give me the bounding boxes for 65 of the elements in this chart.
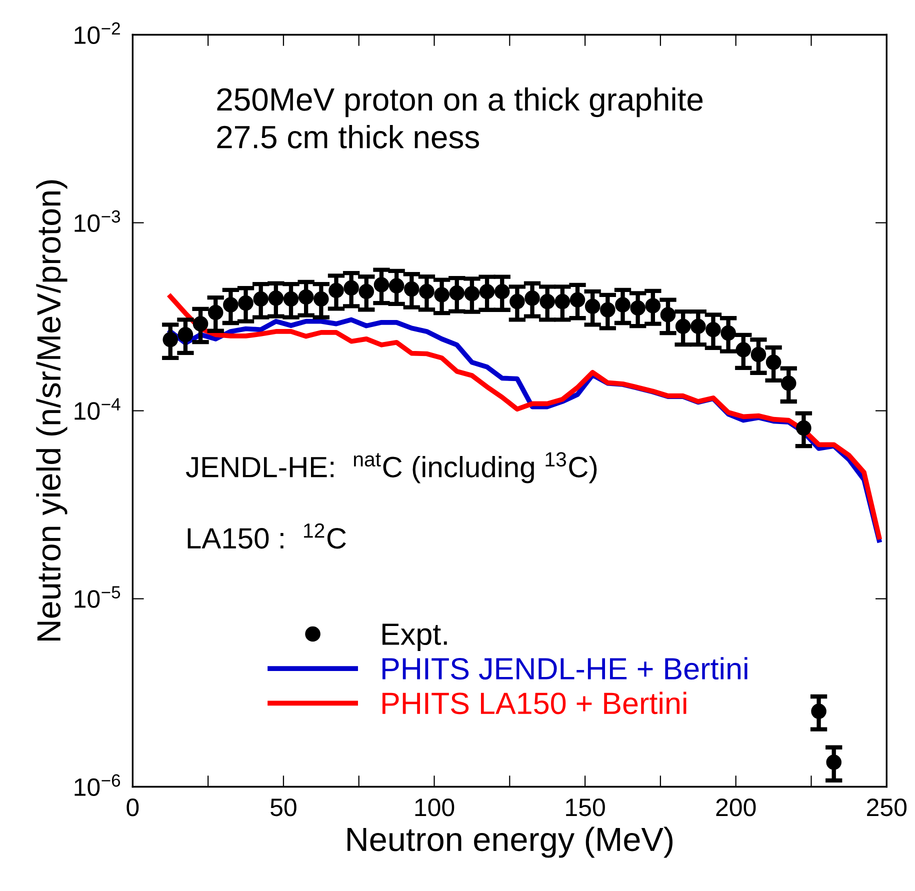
point: [208, 304, 224, 320]
point: [524, 290, 540, 306]
point: [766, 354, 782, 370]
x-tick-label: 100: [415, 798, 454, 816]
point: [374, 277, 390, 292]
annotation: 250MeV proton on a thick graphite: [217, 87, 703, 118]
point: [720, 325, 736, 341]
point: [690, 318, 706, 334]
point: [479, 284, 495, 300]
point: [449, 285, 465, 301]
point: [780, 376, 796, 391]
point: [826, 754, 842, 770]
x-tick-label: 50: [270, 798, 296, 816]
point: [750, 346, 766, 362]
point: [192, 316, 208, 332]
point: [404, 281, 420, 297]
point: [434, 287, 450, 302]
point: [344, 280, 359, 296]
point: [630, 300, 646, 316]
point: [223, 297, 238, 312]
point: [706, 322, 721, 338]
point: [268, 290, 284, 306]
x-tick-label: 150: [566, 798, 605, 816]
y-tick-label: 10$^{−3}$: [74, 210, 120, 232]
y-tick-label: 10$^{−6}$: [74, 774, 120, 796]
point: [419, 284, 434, 300]
point: [736, 342, 752, 358]
y-tick-label: 10$^{−4}$: [74, 398, 120, 420]
point: [298, 289, 314, 305]
point: [570, 292, 586, 308]
point: [554, 294, 570, 310]
annotation: LA150 : $^{12}$C: [188, 523, 346, 549]
annotation: 27.5 cm thick ness: [217, 124, 479, 148]
point: [811, 704, 826, 719]
x-axis-title: Neutron energy (MeV): [348, 826, 672, 858]
legend-label: PHITS JENDL-HE + Bertini: [382, 657, 748, 680]
x-tick-label: 0: [126, 798, 139, 816]
point: [660, 307, 676, 322]
point: [178, 327, 194, 342]
x-tick-label: 200: [716, 798, 756, 816]
point: [675, 318, 691, 334]
point: [584, 298, 600, 314]
point: [388, 278, 404, 294]
point: [283, 291, 299, 307]
legend-label: Expt.: [382, 624, 447, 652]
point: [494, 284, 510, 300]
point: [238, 295, 254, 311]
y-axis-title: Neutron yield (n/sr/MeV/proton): [36, 180, 68, 641]
point: [796, 420, 812, 436]
point: [314, 291, 329, 307]
annotation: JENDL-HE: $^{nat}$C (including $^{13}$C): [186, 452, 597, 484]
point: [615, 297, 630, 312]
point: [162, 332, 178, 348]
legend-label: PHITS LA150 + Bertini: [382, 692, 686, 714]
point: [464, 286, 480, 302]
y-tick-label: 10$^{−5}$: [74, 586, 120, 608]
point: [540, 294, 555, 310]
point: [358, 284, 374, 300]
point: [253, 291, 268, 307]
point: [510, 294, 525, 310]
point: [328, 282, 344, 298]
point: [600, 302, 616, 318]
y-tick-label: 10$^{−2}$: [74, 22, 120, 44]
x-tick-label: 250: [867, 798, 907, 816]
point: [645, 298, 661, 314]
